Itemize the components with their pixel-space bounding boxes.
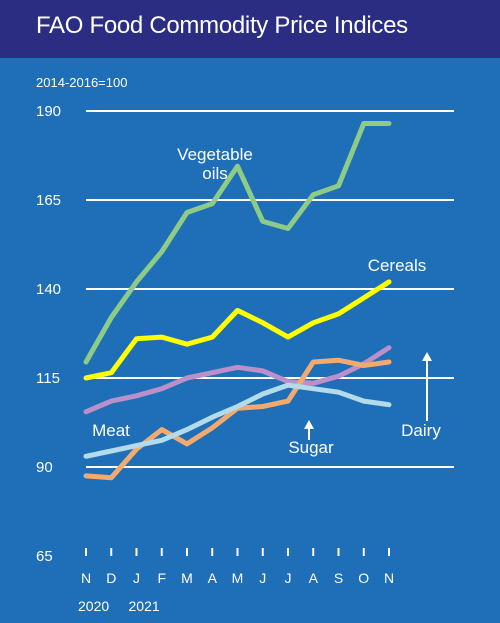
series-label-sugar: Sugar [288,438,334,457]
series-line-dairy [83,382,392,459]
series-label-dairy: Dairy [401,421,441,440]
chart-title-bar: FAO Food Commodity Price Indices [0,0,500,58]
x-tick-label-9: A [309,570,319,586]
series-line-cereals [83,279,392,381]
series-label-vegetable-oils-line-2: oils [202,164,228,183]
unit-note: 2014-2016=100 [36,75,127,90]
series-line-meat [83,345,392,415]
x-tick-label-10: S [334,570,343,586]
series-label-meat: Meat [92,421,130,440]
x-tick-label-12: N [384,570,394,586]
y-tick-label-165: 165 [36,192,61,209]
x-tick-label-5: A [208,570,218,586]
series-label-cereals: Cereals [368,256,427,275]
x-tick-label-6: M [232,570,244,586]
pointer-arrowhead-sugar [304,420,314,429]
y-tick-label-190: 190 [36,103,61,120]
x-tick-label-11: O [358,570,369,586]
y-tick-label-90: 90 [36,459,53,476]
x-tick-label-8: J [285,570,292,586]
year-label-2021: 2021 [129,598,160,614]
x-tick-label-1: D [106,570,116,586]
y-tick-label-115: 115 [36,370,60,387]
series-label-vegetable-oils-line-1: Vegetable [177,145,253,164]
x-tick-label-3: F [157,570,166,586]
y-tick-label-140: 140 [36,281,61,298]
pointer-arrowhead-dairy [422,352,432,361]
year-label-2020: 2020 [78,598,109,614]
x-tick-label-2: J [133,570,140,586]
x-tick-label-7: J [259,570,266,586]
series-line-vegetable-oils [83,121,392,365]
chart-title: FAO Food Commodity Price Indices [36,12,408,39]
x-tick-label-0: N [81,570,91,586]
y-tick-label-65: 65 [36,548,53,565]
x-tick-label-4: M [181,570,193,586]
